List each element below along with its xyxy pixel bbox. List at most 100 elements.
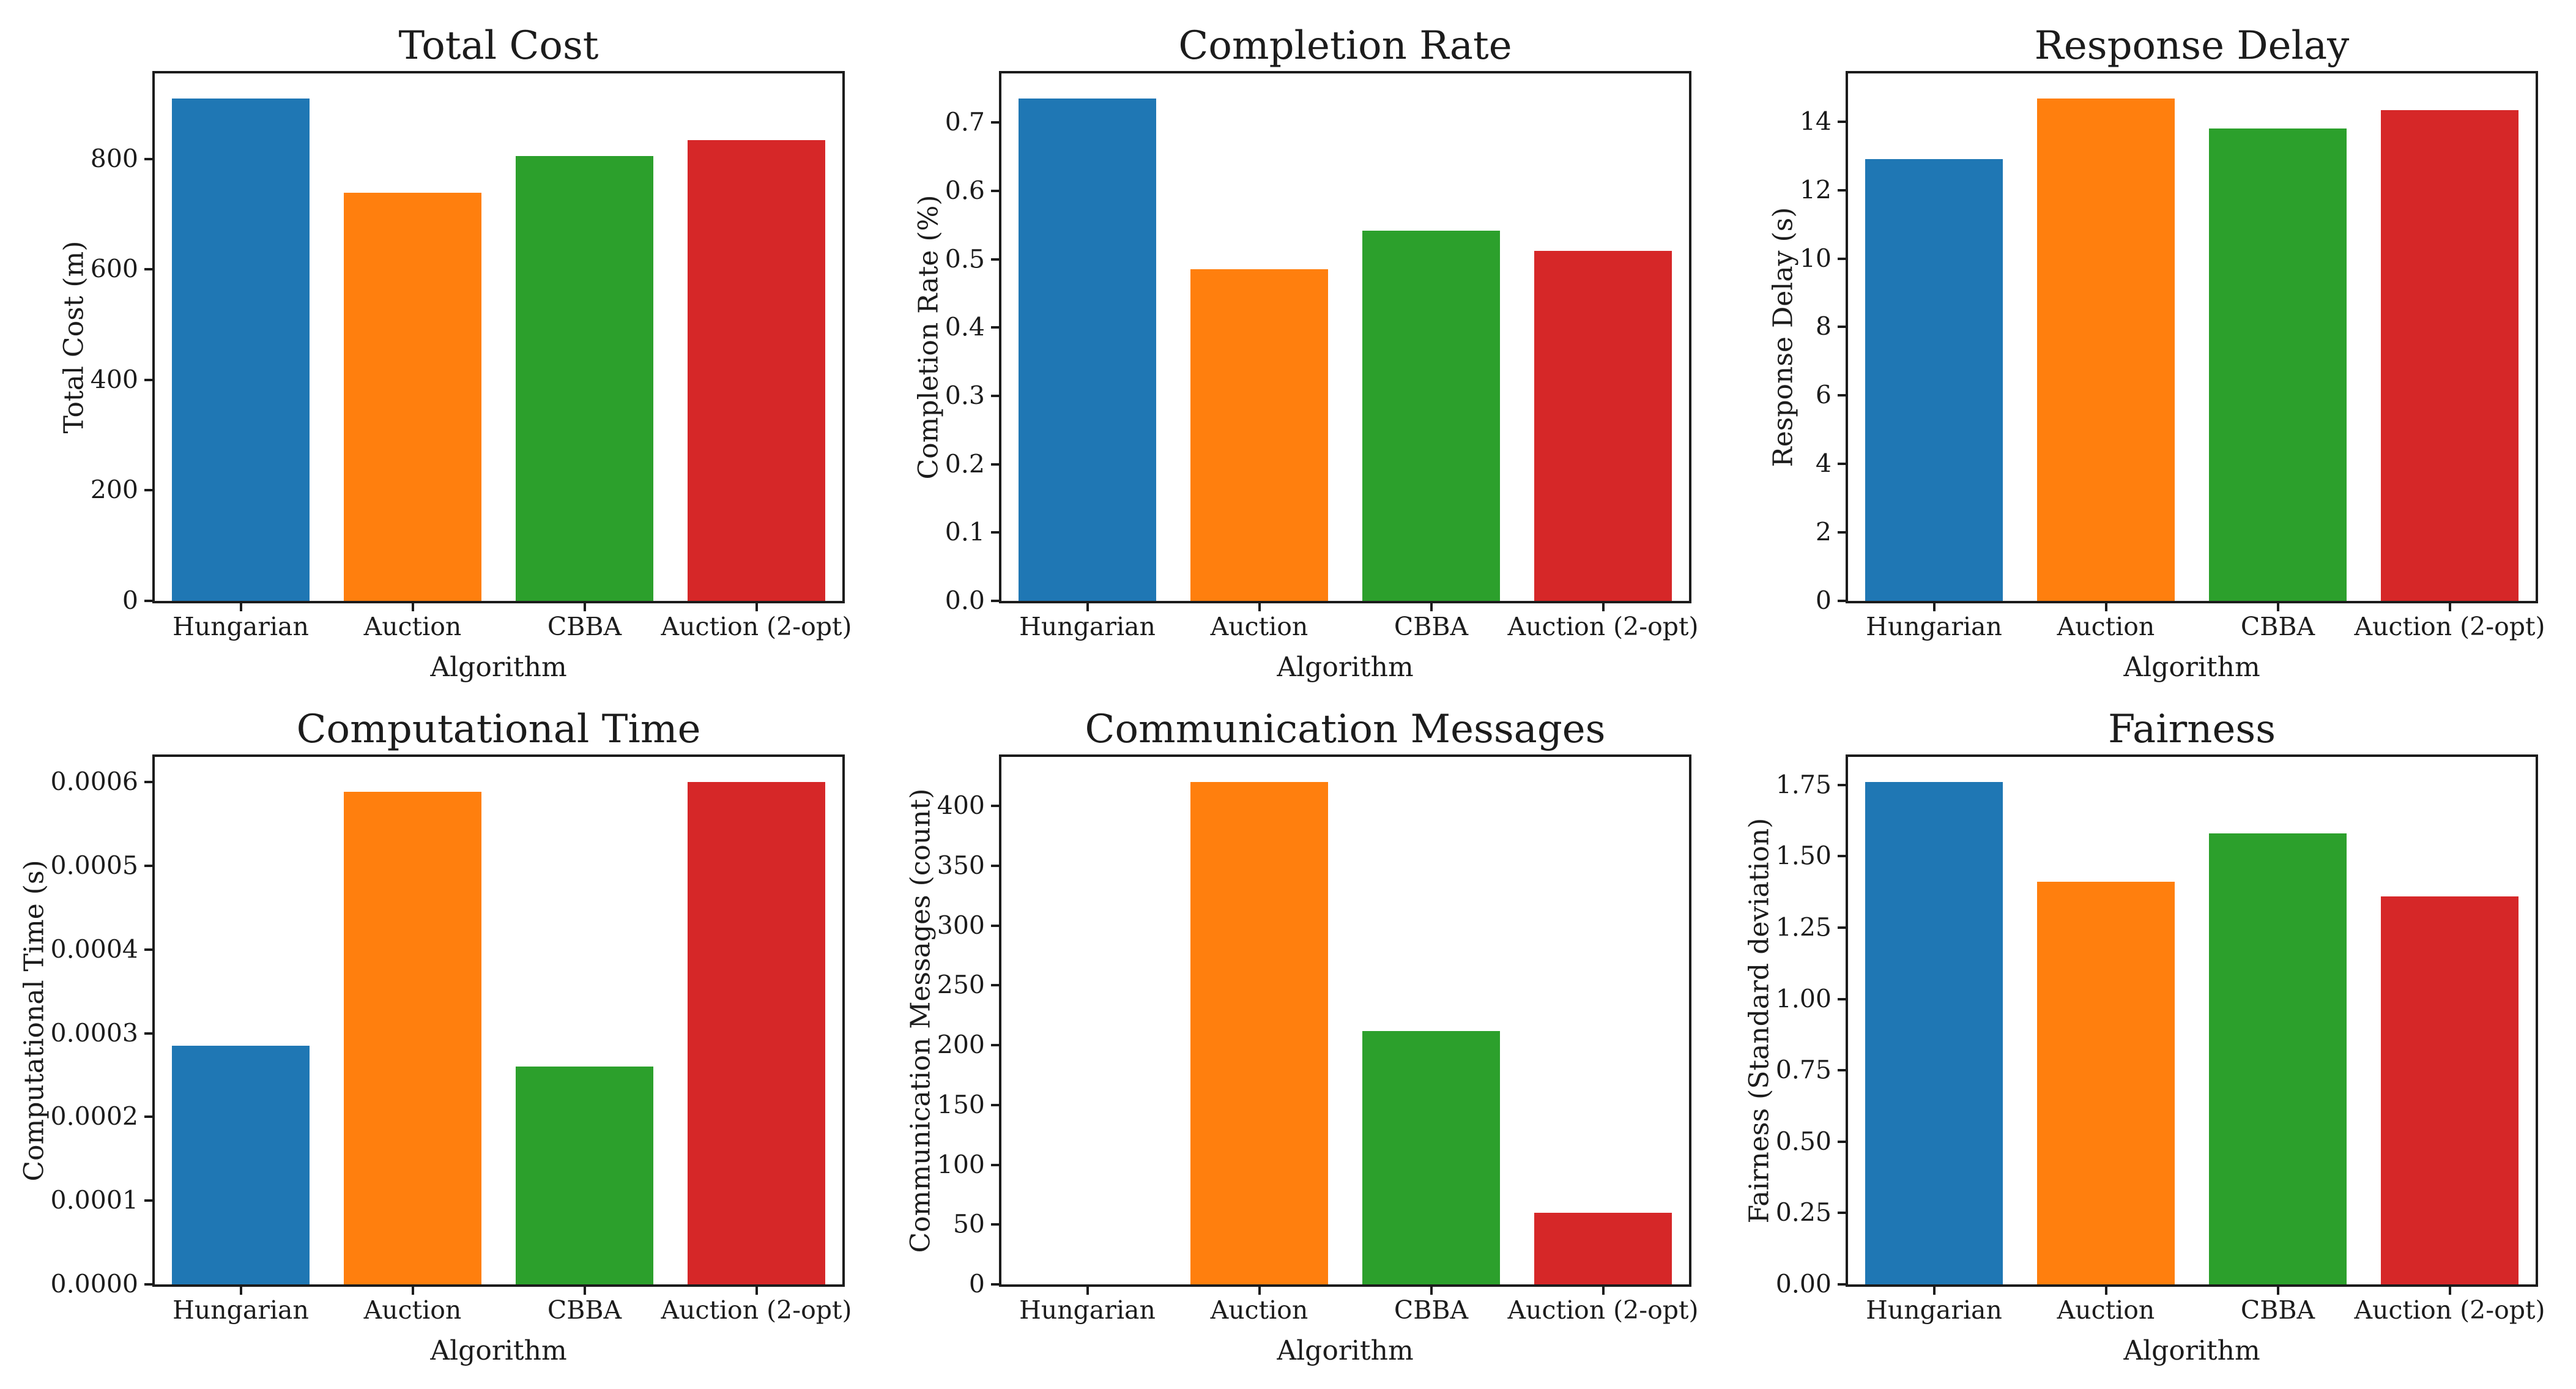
axis-spine-left <box>152 71 155 603</box>
y-tick-mark <box>1838 394 1846 397</box>
y-tick-mark <box>1838 1212 1846 1215</box>
x-tick-mark <box>1086 1287 1089 1295</box>
y-tick-mark <box>144 948 152 951</box>
subplot-completion-rate: Completion Rate Completion Rate (%) Algo… <box>913 24 1699 682</box>
x-tick-label: Auction <box>363 1295 462 1325</box>
x-tick-label: Auction <box>363 612 462 641</box>
y-tick-mark <box>991 864 999 867</box>
y-tick-label: 0.25 <box>1775 1197 1832 1227</box>
y-tick-mark <box>144 1283 152 1286</box>
bar-hungarian <box>172 1046 310 1284</box>
y-tick-label: 0 <box>122 586 138 616</box>
subplot-total-cost: Total Cost Total Cost (m) Algorithm 0 200… <box>59 24 852 682</box>
y-tick-label: 100 <box>937 1150 985 1180</box>
bar-hungarian <box>172 98 310 601</box>
y-tick-label: 0.0003 <box>50 1018 138 1048</box>
x-tick-label: Auction <box>1210 612 1308 641</box>
x-tick-mark <box>1932 603 1936 611</box>
x-tick-mark <box>1430 1287 1433 1295</box>
bar-cbba <box>2209 833 2347 1284</box>
y-tick-label: 12 <box>1799 175 1832 205</box>
bar-auction <box>2037 882 2175 1284</box>
axis-spine-top <box>152 71 845 73</box>
x-tick-label: Auction (2-opt) <box>1507 612 1699 641</box>
x-tick-mark <box>1258 603 1261 611</box>
axis-spine-left <box>999 71 1001 603</box>
x-tick-mark <box>2276 1287 2279 1295</box>
x-tick-mark <box>1932 1287 1936 1295</box>
y-tick-label: 0.4 <box>945 312 985 342</box>
y-tick-mark <box>991 1044 999 1047</box>
y-tick-mark <box>991 1223 999 1226</box>
y-tick-mark <box>1838 1283 1846 1286</box>
y-tick-label: 1.00 <box>1775 984 1832 1014</box>
y-tick-mark <box>1838 926 1846 929</box>
x-axis-label: Algorithm <box>1277 652 1414 683</box>
x-tick-label: CBBA <box>2240 612 2315 641</box>
x-tick-label: Hungarian <box>1019 612 1156 641</box>
y-tick-label: 250 <box>937 970 985 1000</box>
x-tick-mark <box>583 1287 586 1295</box>
y-tick-label: 0.7 <box>945 107 985 137</box>
y-tick-mark <box>144 378 152 381</box>
y-tick-label: 0.0002 <box>50 1101 138 1131</box>
chart-title: Fairness <box>2107 706 2276 752</box>
y-tick-mark <box>1838 120 1846 123</box>
axis-spine-top <box>999 71 1691 73</box>
y-axis-label: Communication Messages (count) <box>905 788 937 1253</box>
y-tick-mark <box>144 781 152 784</box>
y-tick-label: 4 <box>1815 449 1832 479</box>
y-tick-mark <box>1838 1069 1846 1072</box>
y-axis-label: Completion Rate (%) <box>913 195 945 480</box>
x-tick-label: CBBA <box>547 1295 622 1325</box>
axis-spine-top <box>152 754 845 757</box>
axis-spine-bottom <box>999 1284 1691 1287</box>
y-tick-label: 0.6 <box>945 176 985 206</box>
x-tick-label: Auction (2-opt) <box>2354 1295 2545 1325</box>
y-tick-mark <box>144 1199 152 1202</box>
axis-spine-top <box>1846 71 2538 73</box>
axis-spine-bottom <box>152 601 845 603</box>
y-tick-label: 2 <box>1815 517 1832 547</box>
y-tick-mark <box>991 326 999 329</box>
y-tick-label: 8 <box>1815 311 1832 341</box>
y-tick-label: 0 <box>1815 586 1832 616</box>
y-axis-label: Computational Time (s) <box>18 860 50 1182</box>
axis-spine-left <box>1846 754 1848 1287</box>
y-tick-label: 0 <box>968 1269 985 1299</box>
axis-spine-bottom <box>152 1284 845 1287</box>
x-tick-mark <box>1086 603 1089 611</box>
y-tick-label: 1.50 <box>1775 841 1832 871</box>
y-tick-mark <box>1838 463 1846 466</box>
x-tick-label: Auction (2-opt) <box>2354 612 2545 641</box>
bar-auction <box>1190 782 1328 1284</box>
x-tick-mark <box>1258 1287 1261 1295</box>
chart-title: Response Delay <box>2034 23 2350 69</box>
x-tick-label: Hungarian <box>1866 612 2002 641</box>
x-tick-mark <box>583 603 586 611</box>
y-tick-label: 0.0000 <box>50 1269 138 1299</box>
y-tick-mark <box>144 489 152 492</box>
x-tick-mark <box>411 1287 414 1295</box>
x-tick-mark <box>2104 1287 2107 1295</box>
x-tick-mark <box>1430 603 1433 611</box>
bar-cbba <box>2209 128 2347 601</box>
y-axis-label: Fairness (Standard deviation) <box>1743 817 1775 1224</box>
y-tick-label: 0.0005 <box>50 851 138 881</box>
y-tick-mark <box>991 121 999 124</box>
y-tick-label: 0.5 <box>945 244 985 274</box>
x-tick-label: CBBA <box>1394 612 1469 641</box>
subplot-response-delay: Response Delay Response Delay (s) Algori… <box>1768 24 2545 682</box>
axis-spine-right <box>2536 71 2538 603</box>
x-tick-label: Auction (2-opt) <box>661 1295 852 1325</box>
axis-spine-top <box>1846 754 2538 757</box>
axis-spine-bottom <box>999 601 1691 603</box>
x-axis-label: Algorithm <box>2123 1335 2260 1366</box>
axis-spine-right <box>2536 754 2538 1287</box>
bar-cbba <box>1362 230 1500 601</box>
x-tick-mark <box>239 603 242 611</box>
x-tick-mark <box>2104 603 2107 611</box>
x-tick-label: Hungarian <box>173 612 309 641</box>
chart-title: Computational Time <box>296 706 701 752</box>
y-tick-mark <box>1838 997 1846 1000</box>
